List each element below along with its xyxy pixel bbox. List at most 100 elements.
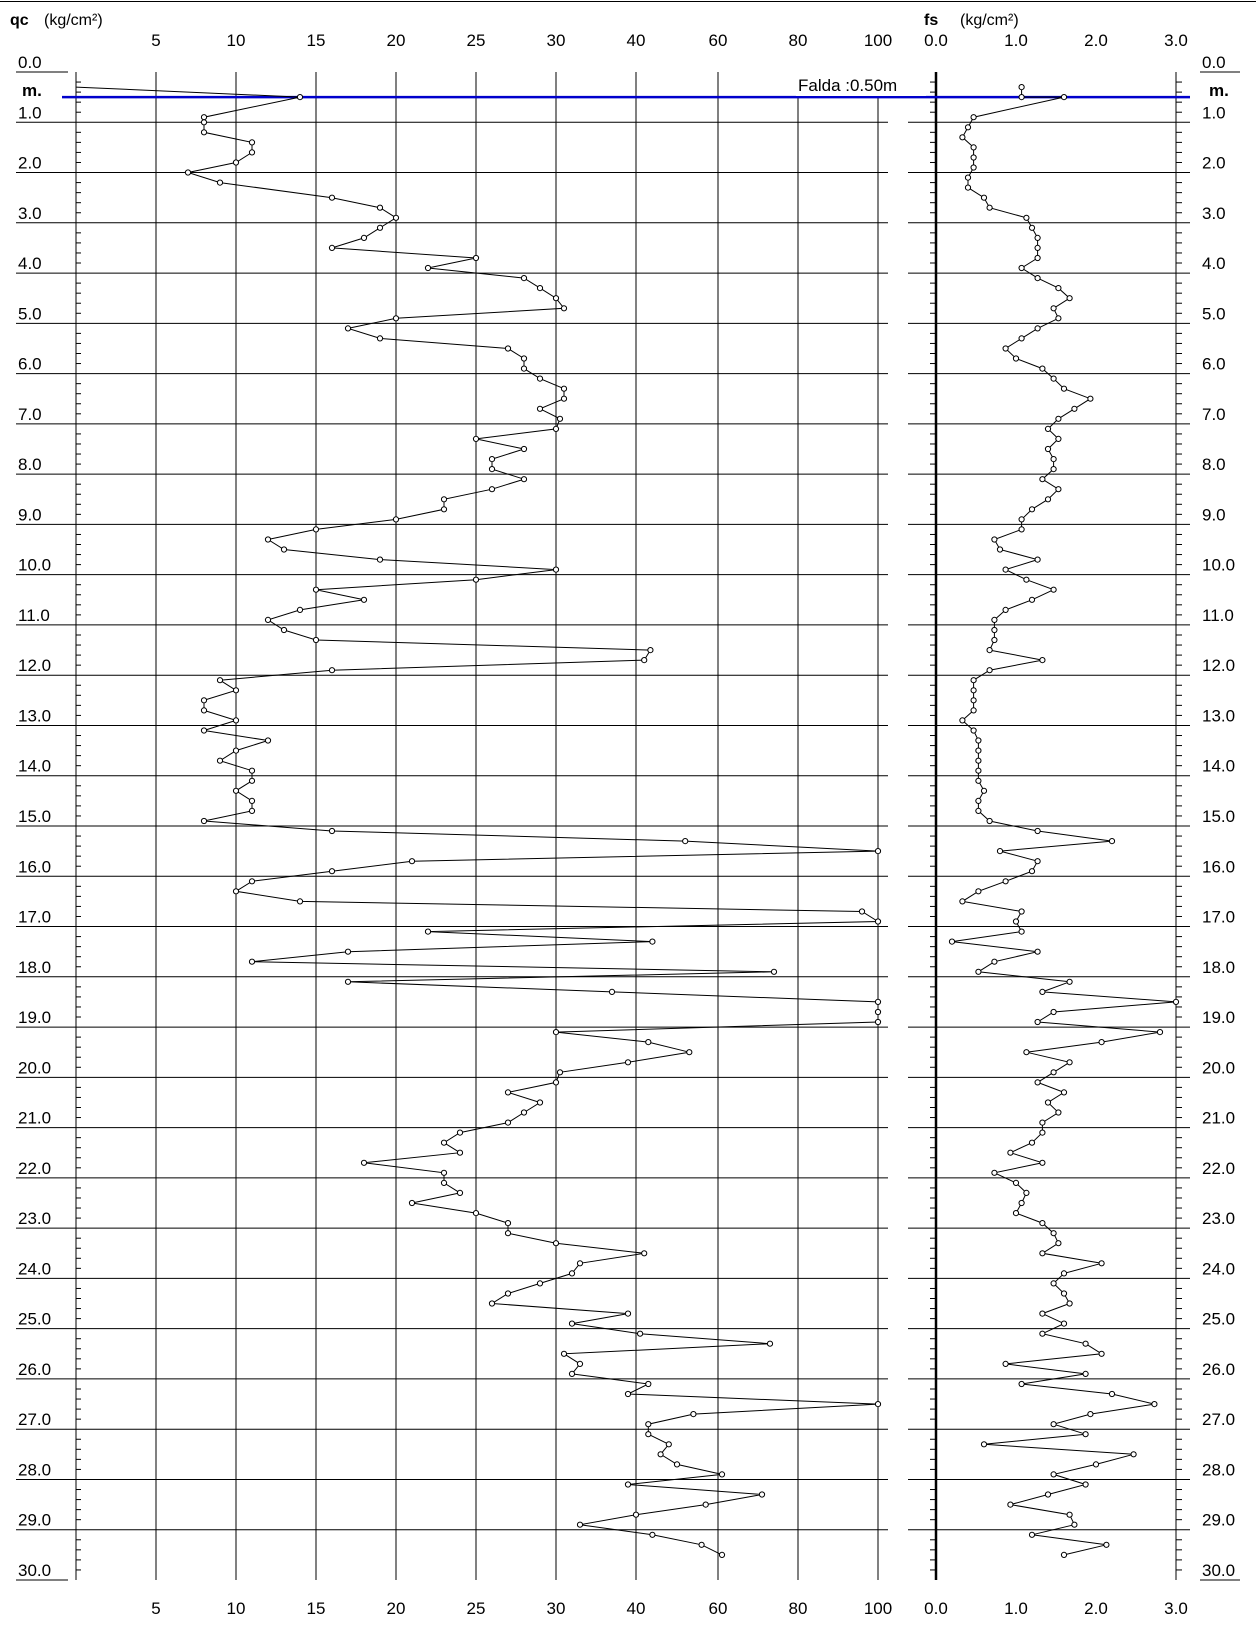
- depth-label-right: 1.0: [1202, 103, 1226, 122]
- fs-data-point: [970, 727, 977, 734]
- qc-data-point: [536, 1099, 544, 1106]
- fs-data-point: [991, 536, 998, 543]
- qc-data-point: [232, 717, 240, 724]
- qc-data-point: [520, 275, 528, 282]
- qc-data-point: [536, 1280, 544, 1287]
- depth-label-right: 26.0: [1202, 1360, 1235, 1379]
- fs-data-point: [1066, 1059, 1073, 1066]
- fs-data-point: [991, 616, 998, 624]
- depth-label-left: 18.0: [18, 958, 51, 977]
- qc-data-point: [456, 1189, 464, 1197]
- qc-data-point: [536, 375, 544, 382]
- qc-series-line: [75, 86, 880, 1556]
- qc-data-point: [673, 1461, 681, 1468]
- qc-data-point: [264, 737, 272, 744]
- fs-data-point: [1012, 1179, 1020, 1187]
- fs-data-point: [1039, 1250, 1046, 1257]
- qc-data-point: [264, 616, 272, 624]
- depth-label-left: 23.0: [18, 1209, 51, 1228]
- depth-label-right: 12.0: [1202, 656, 1235, 675]
- fs-data-point: [1082, 1481, 1089, 1488]
- qc-data-point: [624, 1390, 632, 1398]
- qc-data-point: [312, 636, 320, 644]
- depth-label-left: 25.0: [18, 1310, 51, 1329]
- qc-data-point: [280, 626, 288, 634]
- qc-data-point: [624, 1481, 632, 1488]
- qc-data-point: [232, 159, 240, 166]
- fs-data-point: [1060, 1290, 1068, 1297]
- qc-header: qc (kg/cm²): [10, 12, 103, 29]
- fs-data-point: [1156, 1029, 1164, 1036]
- fs-data-point: [948, 938, 956, 945]
- depth-label-left: 12.0: [18, 656, 51, 675]
- qc-x-tick-label-bottom: 30: [547, 1599, 566, 1618]
- qc-x-tick-label-bottom: 40: [627, 1599, 646, 1618]
- depth-label-right: 11.0: [1202, 606, 1234, 625]
- qc-data-point: [766, 1340, 774, 1347]
- fs-data-point: [1018, 1199, 1025, 1207]
- fs-data-point: [1050, 1471, 1057, 1478]
- depth-label-left: 19.0: [18, 1008, 51, 1027]
- qc-x-tick-label-top: 10: [227, 31, 246, 50]
- qc-data-point: [576, 1360, 584, 1368]
- fs-data-point: [1108, 838, 1116, 845]
- fs-data-point: [1034, 234, 1041, 241]
- depth-label-right: 15.0: [1202, 807, 1235, 826]
- fs-data-point: [1018, 84, 1025, 91]
- fs-data-point: [1039, 1119, 1046, 1126]
- depth-label-left: 6.0: [18, 355, 42, 374]
- depth-label-left: 29.0: [18, 1511, 51, 1530]
- fs-data-point: [1066, 1511, 1073, 1518]
- qc-data-point: [200, 119, 208, 126]
- fs-data-point: [1039, 988, 1046, 996]
- qc-data-point: [216, 757, 224, 764]
- fs-data-point: [970, 687, 977, 694]
- qc-data-point: [472, 576, 480, 583]
- qc-data-point: [200, 707, 208, 714]
- fs-data-point: [975, 757, 982, 764]
- qc-data-point: [232, 888, 240, 895]
- fs-data-point: [1023, 1049, 1030, 1056]
- fs-data-point: [980, 787, 988, 794]
- fs-data-point: [1082, 1340, 1089, 1347]
- depth-label-right: 4.0: [1202, 254, 1226, 273]
- fs-data-point: [1066, 1300, 1073, 1307]
- fs-data-point: [1034, 858, 1041, 865]
- qc-data-point: [408, 858, 416, 865]
- depth-label-left: 28.0: [18, 1460, 51, 1479]
- depth-label-right: 23.0: [1202, 1209, 1235, 1228]
- depth-label-right: 25.0: [1202, 1310, 1235, 1329]
- qc-data-point: [216, 677, 224, 684]
- fs-data-point: [1028, 1139, 1036, 1146]
- fs-data-point: [1039, 657, 1046, 664]
- fs-data-point: [1039, 1159, 1046, 1166]
- fs-data-point: [975, 777, 982, 784]
- fs-data-point: [1023, 214, 1030, 221]
- fs-x-tick-label-top: 0.0: [924, 31, 948, 50]
- depth-label-left: 20.0: [18, 1058, 51, 1077]
- depth-label-left: 22.0: [18, 1159, 51, 1178]
- fs-data-point: [991, 636, 998, 644]
- depth-label-left: 8.0: [18, 455, 42, 474]
- fs-data-point: [1050, 466, 1057, 473]
- fs-x-tick-label-top: 3.0: [1164, 31, 1188, 50]
- qc-data-point: [556, 415, 564, 422]
- qc-data-point: [647, 647, 654, 654]
- tick-layer: [76, 81, 1182, 1571]
- qc-data-point: [645, 1431, 652, 1438]
- fs-data-point: [1028, 224, 1036, 231]
- qc-x-tick-label-bottom: 20: [387, 1599, 406, 1618]
- qc-x-tick-label-top: 20: [387, 31, 406, 50]
- qc-data-point: [456, 1129, 464, 1136]
- fs-data-point: [1092, 1461, 1100, 1468]
- qc-data-point: [296, 94, 304, 101]
- fs-unit-label: (kg/cm²): [960, 12, 1019, 29]
- depth-label-left: 10.0: [18, 556, 51, 575]
- fs-data-point: [1055, 285, 1062, 292]
- qc-data-point: [874, 1018, 882, 1026]
- qc-data-point: [568, 1270, 576, 1277]
- depth-label-left: 5.0: [18, 304, 42, 323]
- fs-data-point: [1002, 878, 1009, 885]
- depth-label-left: 27.0: [18, 1410, 51, 1429]
- qc-data-point: [440, 1179, 448, 1187]
